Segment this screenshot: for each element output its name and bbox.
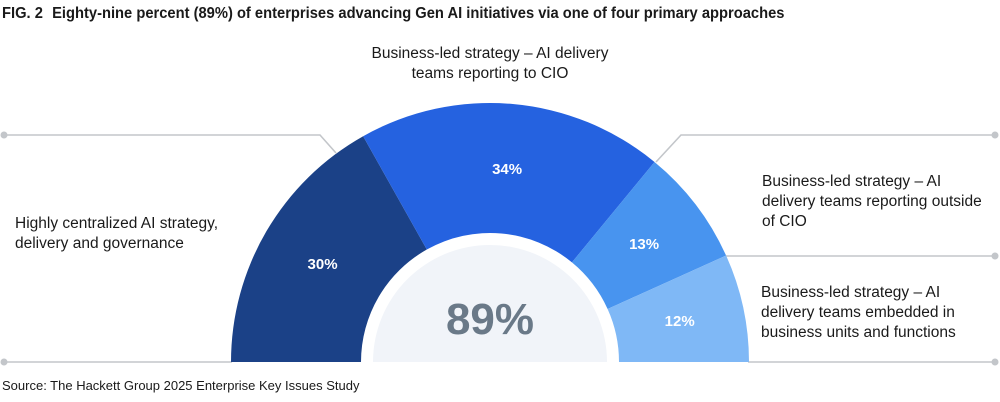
slice-label-outside-cio: Business-led strategy – AI delivery team…: [762, 173, 982, 230]
slice-value-label: 34%: [492, 161, 522, 178]
slice-2: [363, 103, 655, 263]
center-disc: [373, 245, 607, 362]
leader-dot: [991, 358, 999, 366]
slice-label-centralized: Highly centralized AI strategy, delivery…: [15, 215, 219, 252]
leader-line: [655, 134, 995, 163]
slice-value-label: 30%: [308, 256, 338, 273]
slice-3: [571, 161, 727, 309]
slice-1: [231, 136, 427, 362]
leader-dot: [991, 131, 999, 139]
center-value: 89%: [446, 295, 534, 344]
slice-label-embedded: Business-led strategy – AI delivery team…: [761, 284, 956, 341]
leader-dot: [0, 358, 8, 366]
leader-dot: [0, 131, 8, 139]
source-note: Source: The Hackett Group 2025 Enterpris…: [2, 378, 360, 393]
slice-value-label: 12%: [665, 313, 695, 330]
title-text: Eighty-nine percent (89%) of enterprises…: [52, 5, 785, 22]
leader-line: [4, 134, 337, 154]
slice-4: [607, 255, 749, 362]
leader-dot: [991, 252, 999, 260]
chart-title: FIG. 2 Eighty-nine percent (89%) of enter…: [2, 5, 784, 23]
slice-label-cio: Business-led strategy – AI delivery team…: [371, 45, 609, 82]
figure-label: FIG. 2: [2, 5, 43, 22]
slice-value-label: 13%: [629, 236, 659, 253]
